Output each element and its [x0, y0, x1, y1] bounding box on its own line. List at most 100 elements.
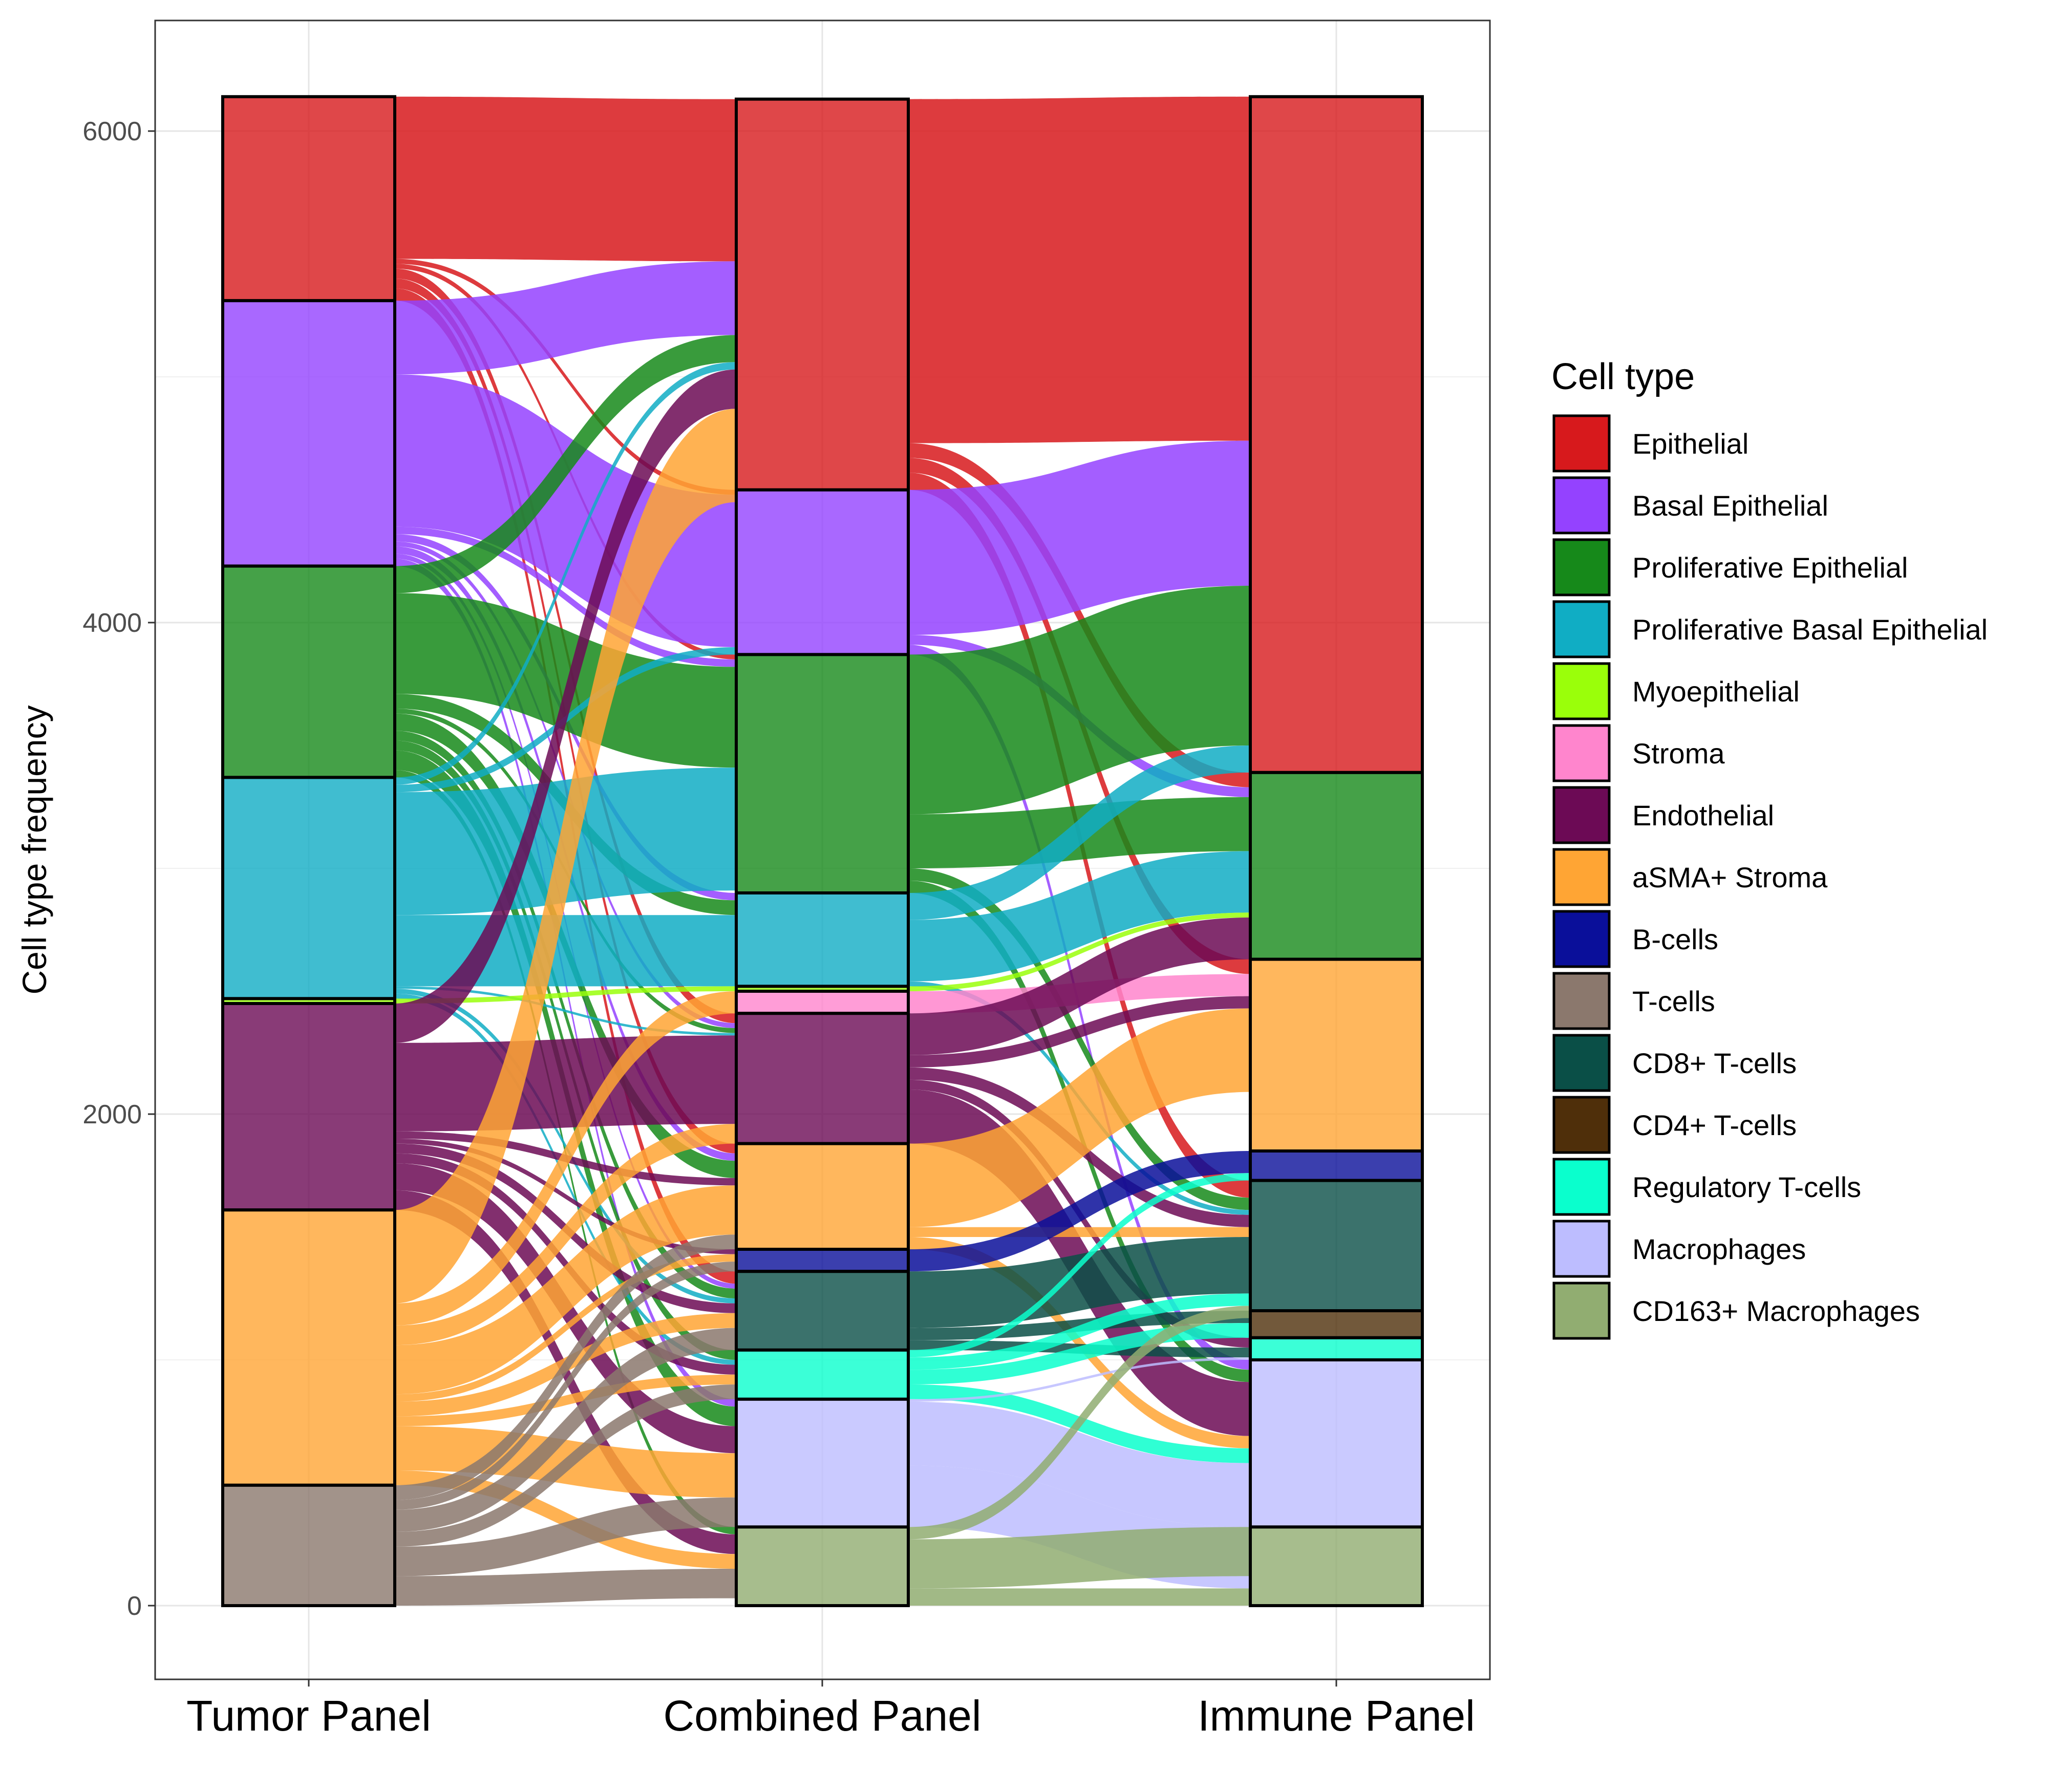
flow-epithelial-to-epithelial [908, 96, 1250, 443]
stratum-tumor-panel-basal-epithelial [221, 299, 396, 568]
stratum-combined-panel-regulatory-t-cells [735, 1348, 910, 1401]
legend-key-b-cells [1552, 910, 1611, 968]
flow-cd163plus-macrophages-to-macrophages [908, 1527, 1250, 1589]
legend-label-cd4plus-t-cells: CD4+ T-cells [1632, 1109, 1797, 1141]
flow-proliferative-epithelial-to-proliferative-epithelial [395, 593, 736, 768]
stratum-immune-panel-regulatory-t-cells [1249, 1336, 1424, 1362]
stratum-immune-panel-asmaplus-stroma [1249, 957, 1424, 1153]
flow-myoepithelial-to-myoepithelial [395, 986, 736, 1004]
stratum-combined-panel-macrophages [735, 1397, 910, 1529]
stratum-tumor-panel-t-cells [221, 1483, 396, 1608]
legend: Cell type Epithelial Basal Epithelial Prol… [1551, 356, 1988, 1340]
flow-proliferative-epithelial-to-epithelial [395, 335, 736, 593]
legend-label-stroma: Stroma [1632, 737, 1725, 770]
legend-label-epithelial: Epithelial [1632, 428, 1748, 460]
flow-asmaplus-stroma-to-regulatory-t-cells [395, 1374, 736, 1426]
flow-regulatory-t-cells-to-cd8plus-t-cells [908, 1293, 1250, 1370]
flow-cd8plus-t-cells-to-cd8plus-t-cells [908, 1237, 1250, 1328]
flow-asmaplus-stroma-to-stroma [395, 991, 736, 1326]
flow-myoepithelial-to-proliferative-epithelial [908, 912, 1250, 991]
flow-epithelial-to-epithelial [395, 96, 736, 262]
flow-asmaplus-stroma-to-cd163plus-macrophages [395, 1470, 736, 1569]
legend-label-cd163plus-macrophages: CD163+ Macrophages [1632, 1295, 1920, 1327]
legend-key-regulatory-t-cells [1552, 1158, 1611, 1216]
x-axis: Tumor Panel Combined Panel Immune Panel [186, 1679, 1475, 1740]
legend-label-cd8plus-t-cells: CD8+ T-cells [1632, 1047, 1797, 1079]
flow-endothelial-to-asmaplus-stroma [908, 996, 1250, 1068]
flow-basal-epithelial-to-proliferative-epithelial [395, 526, 736, 667]
flow-endothelial-to-regulatory-t-cells [395, 1153, 736, 1375]
stratum-combined-panel-proliferative-epithelial [735, 653, 910, 895]
legend-label-b-cells: B-cells [1632, 923, 1718, 955]
flow-proliferative-basal-epithelial-to-cd8plus-t-cells [395, 989, 736, 1304]
stratum-tumor-panel-epithelial [221, 95, 396, 303]
flow-epithelial-to-proliferative-epithelial [908, 443, 1250, 787]
legend-label-asmaplus-stroma: aSMA+ Stroma [1632, 861, 1828, 893]
flow-cd163plus-macrophages-to-cd8plus-t-cells [908, 1306, 1250, 1540]
flow-t-cells-to-cd163plus-macrophages [395, 1569, 736, 1606]
legend-label-proliferative-epithelial: Proliferative Epithelial [1632, 551, 1908, 584]
stratum-immune-panel-proliferative-epithelial [1249, 771, 1424, 961]
legend-items: Epithelial Basal Epithelial Proliferative … [1552, 414, 1988, 1340]
stratum-tumor-panel-proliferative-epithelial [221, 564, 396, 779]
y-tick-label: 0 [127, 1591, 142, 1621]
y-axis-title: Cell type frequency [15, 706, 53, 995]
flow-proliferative-basal-epithelial-to-endothelial [395, 986, 736, 1036]
stratum-combined-panel-cd8plus-t-cells [735, 1270, 910, 1352]
stratum-tumor-panel-endothelial [221, 1002, 396, 1212]
stratum-tumor-panel-asmaplus-stroma [221, 1208, 396, 1487]
legend-label-myoepithelial: Myoepithelial [1632, 675, 1800, 708]
flow-asmaplus-stroma-to-endothelial [395, 1124, 736, 1346]
flow-endothelial-to-proliferative-epithelial [908, 918, 1250, 1055]
x-axis-label-combined: Combined Panel [663, 1692, 981, 1740]
stratum-combined-panel-proliferative-basal-epithelial [735, 891, 910, 988]
flows [395, 96, 1250, 1606]
legend-title: Cell type [1551, 356, 1695, 397]
flow-asmaplus-stroma-to-cd8plus-t-cells [908, 1227, 1250, 1237]
flow-b-cells-to-b-cells [908, 1151, 1250, 1272]
stratum-immune-panel-cd4plus-t-cells [1249, 1309, 1424, 1339]
legend-label-regulatory-t-cells: Regulatory T-cells [1632, 1171, 1861, 1203]
legend-key-endothelial [1552, 786, 1611, 844]
legend-label-t-cells: T-cells [1632, 985, 1715, 1017]
legend-key-proliferative-basal-epithelial [1552, 600, 1611, 658]
flow-cd163plus-macrophages-to-cd163plus-macrophages [908, 1588, 1250, 1606]
legend-key-cd163plus-macrophages [1552, 1282, 1611, 1340]
legend-label-endothelial: Endothelial [1632, 799, 1774, 831]
flow-proliferative-epithelial-to-epithelial [908, 586, 1250, 815]
flow-asmaplus-stroma-to-asmaplus-stroma [395, 1185, 736, 1395]
legend-key-cd4plus-t-cells [1552, 1096, 1611, 1154]
legend-key-basal-epithelial [1552, 476, 1611, 535]
x-axis-label-tumor: Tumor Panel [186, 1692, 431, 1740]
flow-asmaplus-stroma-to-b-cells [395, 1254, 736, 1402]
legend-key-myoepithelial [1552, 662, 1611, 720]
flow-proliferative-basal-epithelial-to-epithelial [908, 745, 1250, 920]
flow-regulatory-t-cells-to-b-cells [908, 1173, 1250, 1358]
y-tick-label: 6000 [82, 117, 142, 146]
flow-asmaplus-stroma-to-macrophages [908, 1237, 1250, 1448]
legend-key-t-cells [1552, 972, 1611, 1030]
stratum-immune-panel-cd8plus-t-cells [1249, 1179, 1424, 1313]
stratum-immune-panel-epithelial [1249, 95, 1424, 774]
stratum-immune-panel-b-cells [1249, 1149, 1424, 1182]
flow-proliferative-basal-epithelial-to-proliferative-epithelial [908, 851, 1250, 982]
flow-proliferative-basal-epithelial-to-regulatory-t-cells [395, 993, 736, 1365]
stratum-tumor-panel-proliferative-basal-epithelial [221, 776, 396, 1000]
legend-key-macrophages [1552, 1220, 1611, 1278]
legend-key-cd8plus-t-cells [1552, 1034, 1611, 1092]
flow-t-cells-to-cd8plus-t-cells [395, 1328, 736, 1532]
stratum-combined-panel-b-cells [735, 1248, 910, 1273]
stratum-combined-panel-cd163plus-macrophages [735, 1525, 910, 1607]
flow-t-cells-to-b-cells [395, 1262, 736, 1510]
flow-t-cells-to-macrophages [395, 1497, 736, 1576]
flow-macrophages-to-regulatory-t-cells [908, 1357, 1250, 1402]
flow-endothelial-to-endothelial [395, 1035, 736, 1132]
legend-key-epithelial [1552, 414, 1611, 473]
legend-label-basal-epithelial: Basal Epithelial [1632, 489, 1828, 522]
flow-proliferative-basal-epithelial-to-proliferative-basal-epithelial [395, 915, 736, 987]
legend-key-stroma [1552, 724, 1611, 782]
strata [221, 95, 1424, 1608]
stratum-immune-panel-cd163plus-macrophages [1249, 1525, 1424, 1607]
x-axis-label-immune: Immune Panel [1198, 1692, 1475, 1740]
stratum-combined-panel-epithelial [735, 97, 910, 492]
